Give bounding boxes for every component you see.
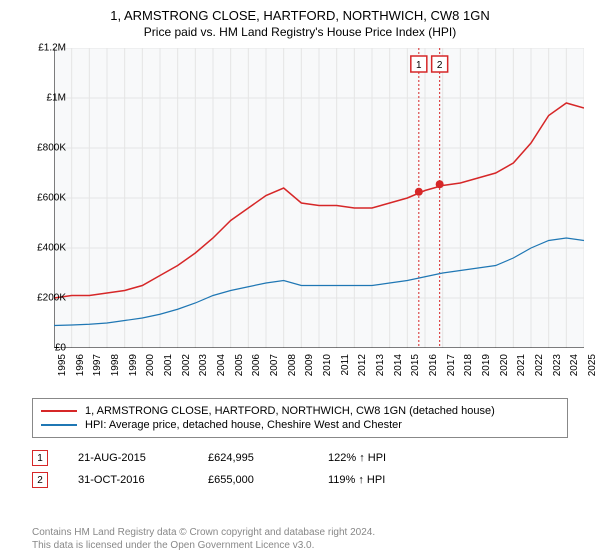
x-tick-label: 2014 — [393, 354, 404, 376]
chart-svg: 12 — [54, 48, 584, 348]
chart-subtitle: Price paid vs. HM Land Registry's House … — [0, 25, 600, 39]
x-tick-label: 2018 — [463, 354, 474, 376]
y-tick-label: £1M — [47, 93, 66, 104]
legend-row: HPI: Average price, detached house, Ches… — [41, 419, 559, 431]
x-tick-label: 2019 — [481, 354, 492, 376]
x-tick-label: 1998 — [110, 354, 121, 376]
x-tick-label: 2007 — [269, 354, 280, 376]
table-row: 1 21-AUG-2015 £624,995 122% ↑ HPI — [32, 450, 568, 466]
x-tick-label: 2015 — [410, 354, 421, 376]
pct-cell: 119% ↑ HPI — [328, 474, 385, 486]
legend-line-icon — [41, 424, 77, 426]
footer-line: This data is licensed under the Open Gov… — [32, 539, 375, 552]
price-cell: £624,995 — [208, 452, 298, 464]
x-tick-label: 2001 — [163, 354, 174, 376]
x-tick-label: 2020 — [499, 354, 510, 376]
footer: Contains HM Land Registry data © Crown c… — [32, 526, 375, 552]
x-tick-label: 1997 — [92, 354, 103, 376]
legend: 1, ARMSTRONG CLOSE, HARTFORD, NORTHWICH,… — [32, 398, 568, 438]
marker-badge: 2 — [32, 472, 48, 488]
data-table: 1 21-AUG-2015 £624,995 122% ↑ HPI 2 31-O… — [32, 444, 568, 494]
y-tick-label: £400K — [37, 243, 66, 254]
y-tick-label: £600K — [37, 193, 66, 204]
x-tick-label: 1995 — [57, 354, 68, 376]
pct-cell: 122% ↑ HPI — [328, 452, 386, 464]
x-tick-label: 2016 — [428, 354, 439, 376]
price-cell: £655,000 — [208, 474, 298, 486]
x-tick-label: 2005 — [234, 354, 245, 376]
x-tick-label: 2022 — [534, 354, 545, 376]
legend-label: 1, ARMSTRONG CLOSE, HARTFORD, NORTHWICH,… — [85, 405, 495, 417]
x-tick-label: 2013 — [375, 354, 386, 376]
svg-text:2: 2 — [437, 60, 443, 71]
x-tick-label: 2002 — [181, 354, 192, 376]
x-tick-label: 2023 — [552, 354, 563, 376]
table-row: 2 31-OCT-2016 £655,000 119% ↑ HPI — [32, 472, 568, 488]
marker-badge: 1 — [32, 450, 48, 466]
x-tick-label: 2006 — [251, 354, 262, 376]
x-tick-label: 2017 — [446, 354, 457, 376]
x-tick-label: 2012 — [357, 354, 368, 376]
x-tick-label: 2011 — [340, 354, 351, 376]
y-tick-label: £200K — [37, 293, 66, 304]
legend-line-icon — [41, 410, 77, 412]
y-tick-label: £800K — [37, 143, 66, 154]
footer-line: Contains HM Land Registry data © Crown c… — [32, 526, 375, 539]
chart-area: 12 — [54, 48, 584, 348]
x-tick-label: 1996 — [75, 354, 86, 376]
chart-title: 1, ARMSTRONG CLOSE, HARTFORD, NORTHWICH,… — [0, 8, 600, 23]
x-tick-label: 2004 — [216, 354, 227, 376]
x-tick-label: 2024 — [569, 354, 580, 376]
x-tick-label: 2003 — [198, 354, 209, 376]
svg-text:1: 1 — [416, 60, 422, 71]
x-tick-label: 2021 — [516, 354, 527, 376]
x-tick-label: 2010 — [322, 354, 333, 376]
legend-row: 1, ARMSTRONG CLOSE, HARTFORD, NORTHWICH,… — [41, 405, 559, 417]
x-tick-label: 2008 — [287, 354, 298, 376]
date-cell: 31-OCT-2016 — [78, 474, 178, 486]
date-cell: 21-AUG-2015 — [78, 452, 178, 464]
legend-label: HPI: Average price, detached house, Ches… — [85, 419, 402, 431]
x-tick-label: 2000 — [145, 354, 156, 376]
x-tick-label: 2009 — [304, 354, 315, 376]
x-tick-label: 2025 — [587, 354, 598, 376]
x-axis: 1995 1996 1997 1998 1999 2000 2001 2002 2003 2004… — [54, 350, 584, 390]
title-block: 1, ARMSTRONG CLOSE, HARTFORD, NORTHWICH,… — [0, 0, 600, 39]
y-tick-label: £1.2M — [38, 43, 66, 54]
chart-container: 1, ARMSTRONG CLOSE, HARTFORD, NORTHWICH,… — [0, 0, 600, 560]
x-tick-label: 1999 — [128, 354, 139, 376]
